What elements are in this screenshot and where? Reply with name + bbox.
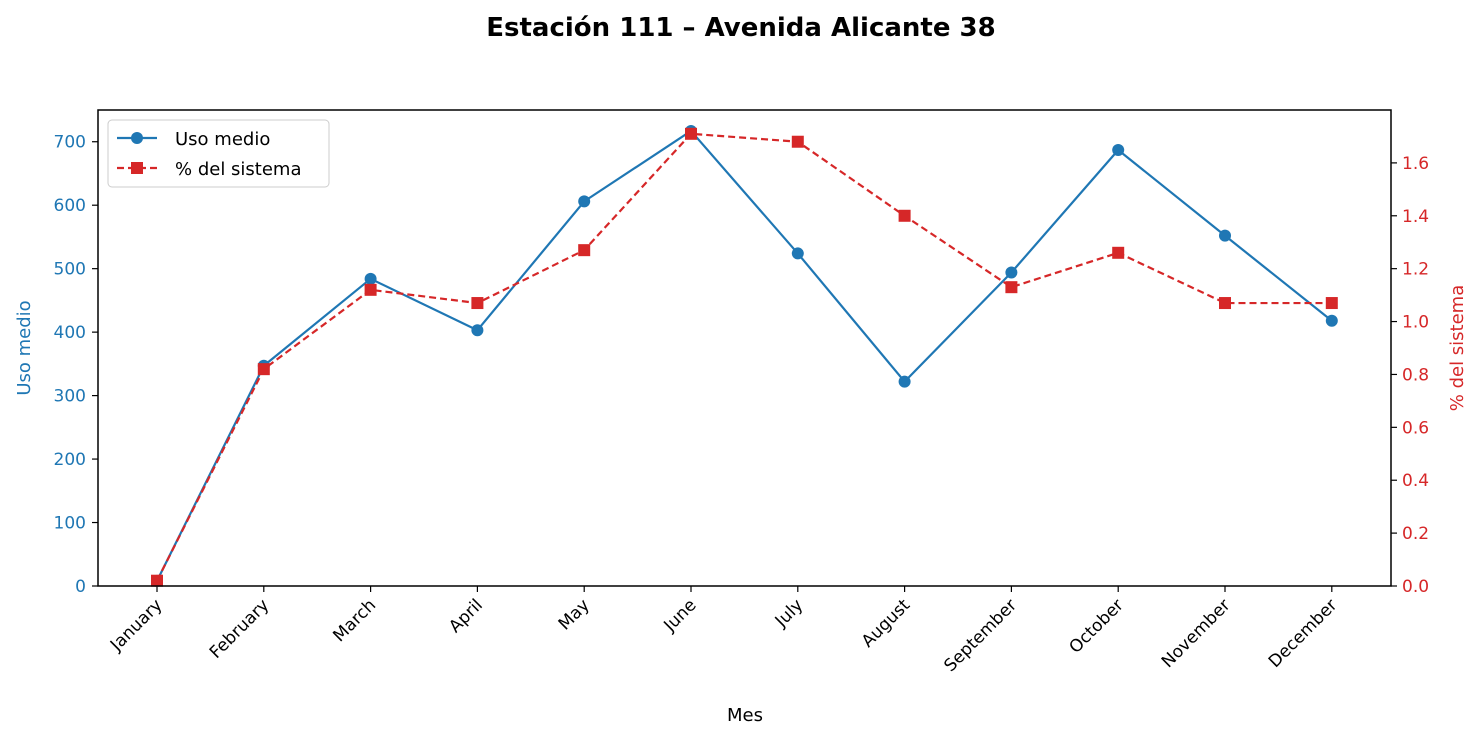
y-left-tick-label: 300: [54, 387, 86, 407]
y-left-tick-label: 700: [54, 133, 86, 153]
legend-label-uso-medio: Uso medio: [175, 129, 270, 150]
data-point-pct-sistema: [685, 127, 697, 140]
data-point-uso-medio: [1005, 266, 1018, 279]
data-point-pct-sistema: [578, 244, 591, 257]
y-left-tick-label: 200: [54, 450, 86, 470]
data-point-uso-medio: [578, 195, 591, 208]
data-point-pct-sistema: [364, 283, 377, 296]
series-line-uso-medio: [156, 129, 1333, 582]
y-right-tick-label: 1.0: [1402, 313, 1429, 333]
y-axis-left-label: Uso medio: [14, 300, 35, 395]
y-right-tick-label: 0.8: [1402, 365, 1429, 385]
legend-marker-pct-sistema: [131, 162, 143, 174]
chart-title: Estación 111 – Avenida Alicante 38: [486, 13, 995, 43]
legend-label-pct-sistema: % del sistema: [175, 159, 302, 180]
x-axis-label: Mes: [727, 705, 763, 726]
data-point-pct-sistema: [791, 135, 804, 148]
data-point-pct-sistema: [1219, 297, 1231, 310]
data-point-uso-medio: [1112, 143, 1125, 156]
y-right-tick-label: 0.0: [1402, 577, 1429, 597]
plot-frame: [97, 109, 1392, 587]
y-left-tick-label: 400: [54, 323, 86, 343]
data-point-pct-sistema: [151, 574, 163, 587]
data-point-uso-medio: [1219, 229, 1231, 242]
y-right-tick-label: 0.4: [1402, 471, 1429, 491]
y-right-tick-label: 1.6: [1402, 154, 1429, 174]
series-line-pct-sistema: [156, 132, 1332, 582]
y-right-tick-label: 1.2: [1402, 260, 1429, 280]
legend-marker-uso-medio: [131, 132, 143, 144]
y-left-tick-label: 500: [54, 260, 86, 280]
data-point-uso-medio: [1325, 314, 1338, 327]
data-point-uso-medio: [471, 324, 484, 337]
legend-box: [107, 119, 330, 188]
y-right-tick-label: 0.2: [1402, 524, 1429, 544]
y-right-tick-label: 0.6: [1402, 418, 1429, 438]
data-point-pct-sistema: [257, 363, 270, 376]
data-point-pct-sistema: [1112, 246, 1125, 259]
y-axis-right-label: % del sistema: [1447, 285, 1468, 412]
y-left-tick-label: 600: [54, 196, 86, 216]
y-right-tick-label: 1.4: [1402, 207, 1429, 227]
data-point-pct-sistema: [471, 297, 484, 310]
data-point-pct-sistema: [1005, 281, 1018, 294]
y-left-tick-label: 0: [75, 577, 86, 597]
data-point-uso-medio: [898, 375, 911, 388]
legend: Uso medio % del sistema: [107, 119, 330, 188]
data-point-uso-medio: [364, 272, 377, 285]
y-left-tick-label: 100: [54, 514, 86, 534]
data-point-uso-medio: [791, 247, 804, 260]
data-point-pct-sistema: [898, 209, 911, 222]
data-point-pct-sistema: [1325, 297, 1338, 310]
